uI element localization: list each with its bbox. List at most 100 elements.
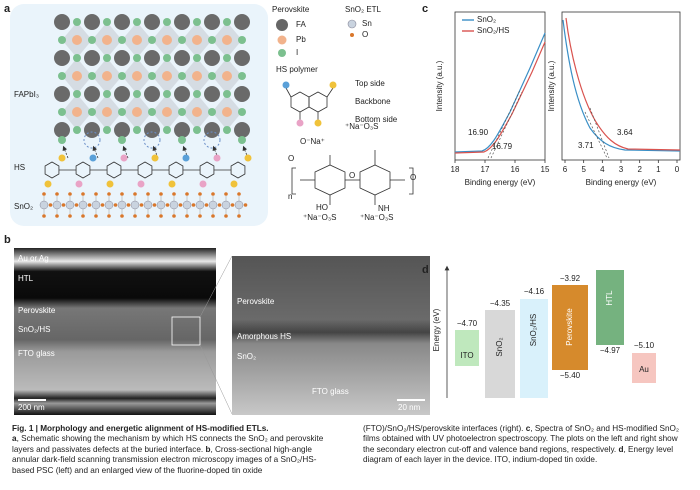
level-label: −4.97	[600, 346, 621, 355]
atom-fa	[174, 86, 190, 102]
hs-group	[213, 154, 221, 162]
caption-letter: c	[525, 424, 531, 433]
atom-i	[118, 108, 126, 116]
atom-o	[133, 192, 137, 196]
atom-i	[103, 126, 111, 134]
atom-i	[103, 18, 111, 26]
hs-ring	[230, 161, 246, 179]
atom-o	[55, 192, 59, 196]
x-axis-label: Binding energy (eV)	[586, 178, 657, 187]
hs-group	[137, 180, 145, 188]
atom-o	[146, 214, 150, 218]
hs-group	[89, 154, 97, 162]
atom-fa	[144, 50, 160, 66]
atom-pb	[222, 107, 232, 117]
curve-sno2	[454, 32, 546, 153]
hs-group	[44, 180, 52, 188]
atom-o	[224, 214, 228, 218]
vacancy	[83, 131, 101, 149]
atom-fa	[114, 122, 130, 138]
legend-text: O	[362, 30, 368, 39]
y-axis-label: Intensity (a.u.)	[547, 60, 556, 111]
atom-o	[48, 203, 53, 207]
legend-text: Backbone	[355, 97, 391, 106]
atom-i	[73, 54, 81, 62]
hs-ring	[75, 161, 91, 179]
annotation: 3.71	[578, 141, 594, 150]
atom-i	[208, 108, 216, 116]
atom-pb	[102, 71, 112, 81]
atom-i	[178, 108, 186, 116]
atom-pb	[162, 107, 172, 117]
atom-fa	[54, 86, 70, 102]
atom-sn	[39, 200, 49, 210]
atom-pb	[132, 107, 142, 117]
atom-o	[133, 214, 137, 218]
structure-label: O	[410, 173, 416, 182]
layer-name: SnO₂	[495, 337, 504, 356]
atom-pb	[72, 107, 82, 117]
atom-sn	[208, 200, 218, 210]
arrow	[62, 145, 69, 159]
figure: a FAPbI₃ HS SnO₂ Perovskite FA Pb I SnO₂…	[4, 3, 681, 415]
legend-o	[350, 33, 354, 37]
level-label: −4.16	[524, 287, 545, 296]
atom-o	[198, 214, 202, 218]
atom-o	[172, 192, 176, 196]
atom-sn	[65, 200, 75, 210]
hs-ring	[44, 161, 60, 179]
atom-i	[58, 72, 66, 80]
layer-name: Au	[639, 365, 649, 374]
hs-group	[120, 154, 128, 162]
atom-i	[73, 90, 81, 98]
atom-fa	[54, 14, 70, 30]
atom-i	[118, 72, 126, 80]
tem-label: FTO glass	[312, 387, 349, 396]
atom-i	[58, 136, 66, 144]
legend-fa	[276, 19, 288, 31]
legend-i	[278, 49, 286, 57]
caption-body: a, Schematic showing the mechanism by wh…	[12, 424, 679, 475]
atom-pb	[132, 71, 142, 81]
level-label: −4.70	[457, 319, 478, 328]
structure-label: HO	[316, 203, 328, 212]
atom-fa	[54, 122, 70, 138]
atom-o	[120, 214, 124, 218]
structure-label: O⁻Na⁺	[300, 137, 325, 146]
legend-heading: SnO₂ ETL	[345, 5, 382, 14]
panel-label: a	[4, 3, 11, 15]
x-tick-label: 16	[511, 165, 520, 174]
atom-sn	[52, 200, 62, 210]
x-tick-label: 2	[637, 165, 642, 174]
atom-fa	[84, 50, 100, 66]
legend-heading: HS polymer	[276, 65, 318, 74]
atom-o	[159, 192, 163, 196]
layer-bar	[455, 330, 479, 366]
level-label: −3.92	[560, 274, 581, 283]
legend-sn	[347, 19, 357, 29]
atom-o	[74, 203, 79, 207]
hs-ring	[137, 161, 153, 179]
atom-o	[94, 214, 98, 218]
vacancy	[143, 131, 161, 149]
caption-text: , Cross-sectional high-angle annular dar…	[12, 424, 526, 475]
atom-o	[81, 192, 85, 196]
layer-bar	[596, 270, 624, 345]
caption: Fig. 1 | Morphology and energetic alignm…	[12, 424, 688, 488]
atom-i	[193, 18, 201, 26]
atom-pb	[132, 35, 142, 45]
atom-fa	[114, 14, 130, 30]
atom-i	[133, 126, 141, 134]
atom-o	[68, 192, 72, 196]
tem-label: HTL	[18, 274, 34, 283]
atom-sn	[143, 200, 153, 210]
structure-label: ⁺Na⁻O₃S	[360, 213, 394, 222]
atom-sn	[221, 200, 231, 210]
atom-i	[103, 90, 111, 98]
x-tick-label: 17	[481, 165, 490, 174]
atom-o	[243, 203, 248, 207]
caption-text: , Energy level diagram of each layer in …	[363, 444, 674, 465]
level-label: −5.40	[560, 371, 581, 380]
atom-o	[172, 214, 176, 218]
tem-label: SnO₂	[237, 352, 256, 361]
